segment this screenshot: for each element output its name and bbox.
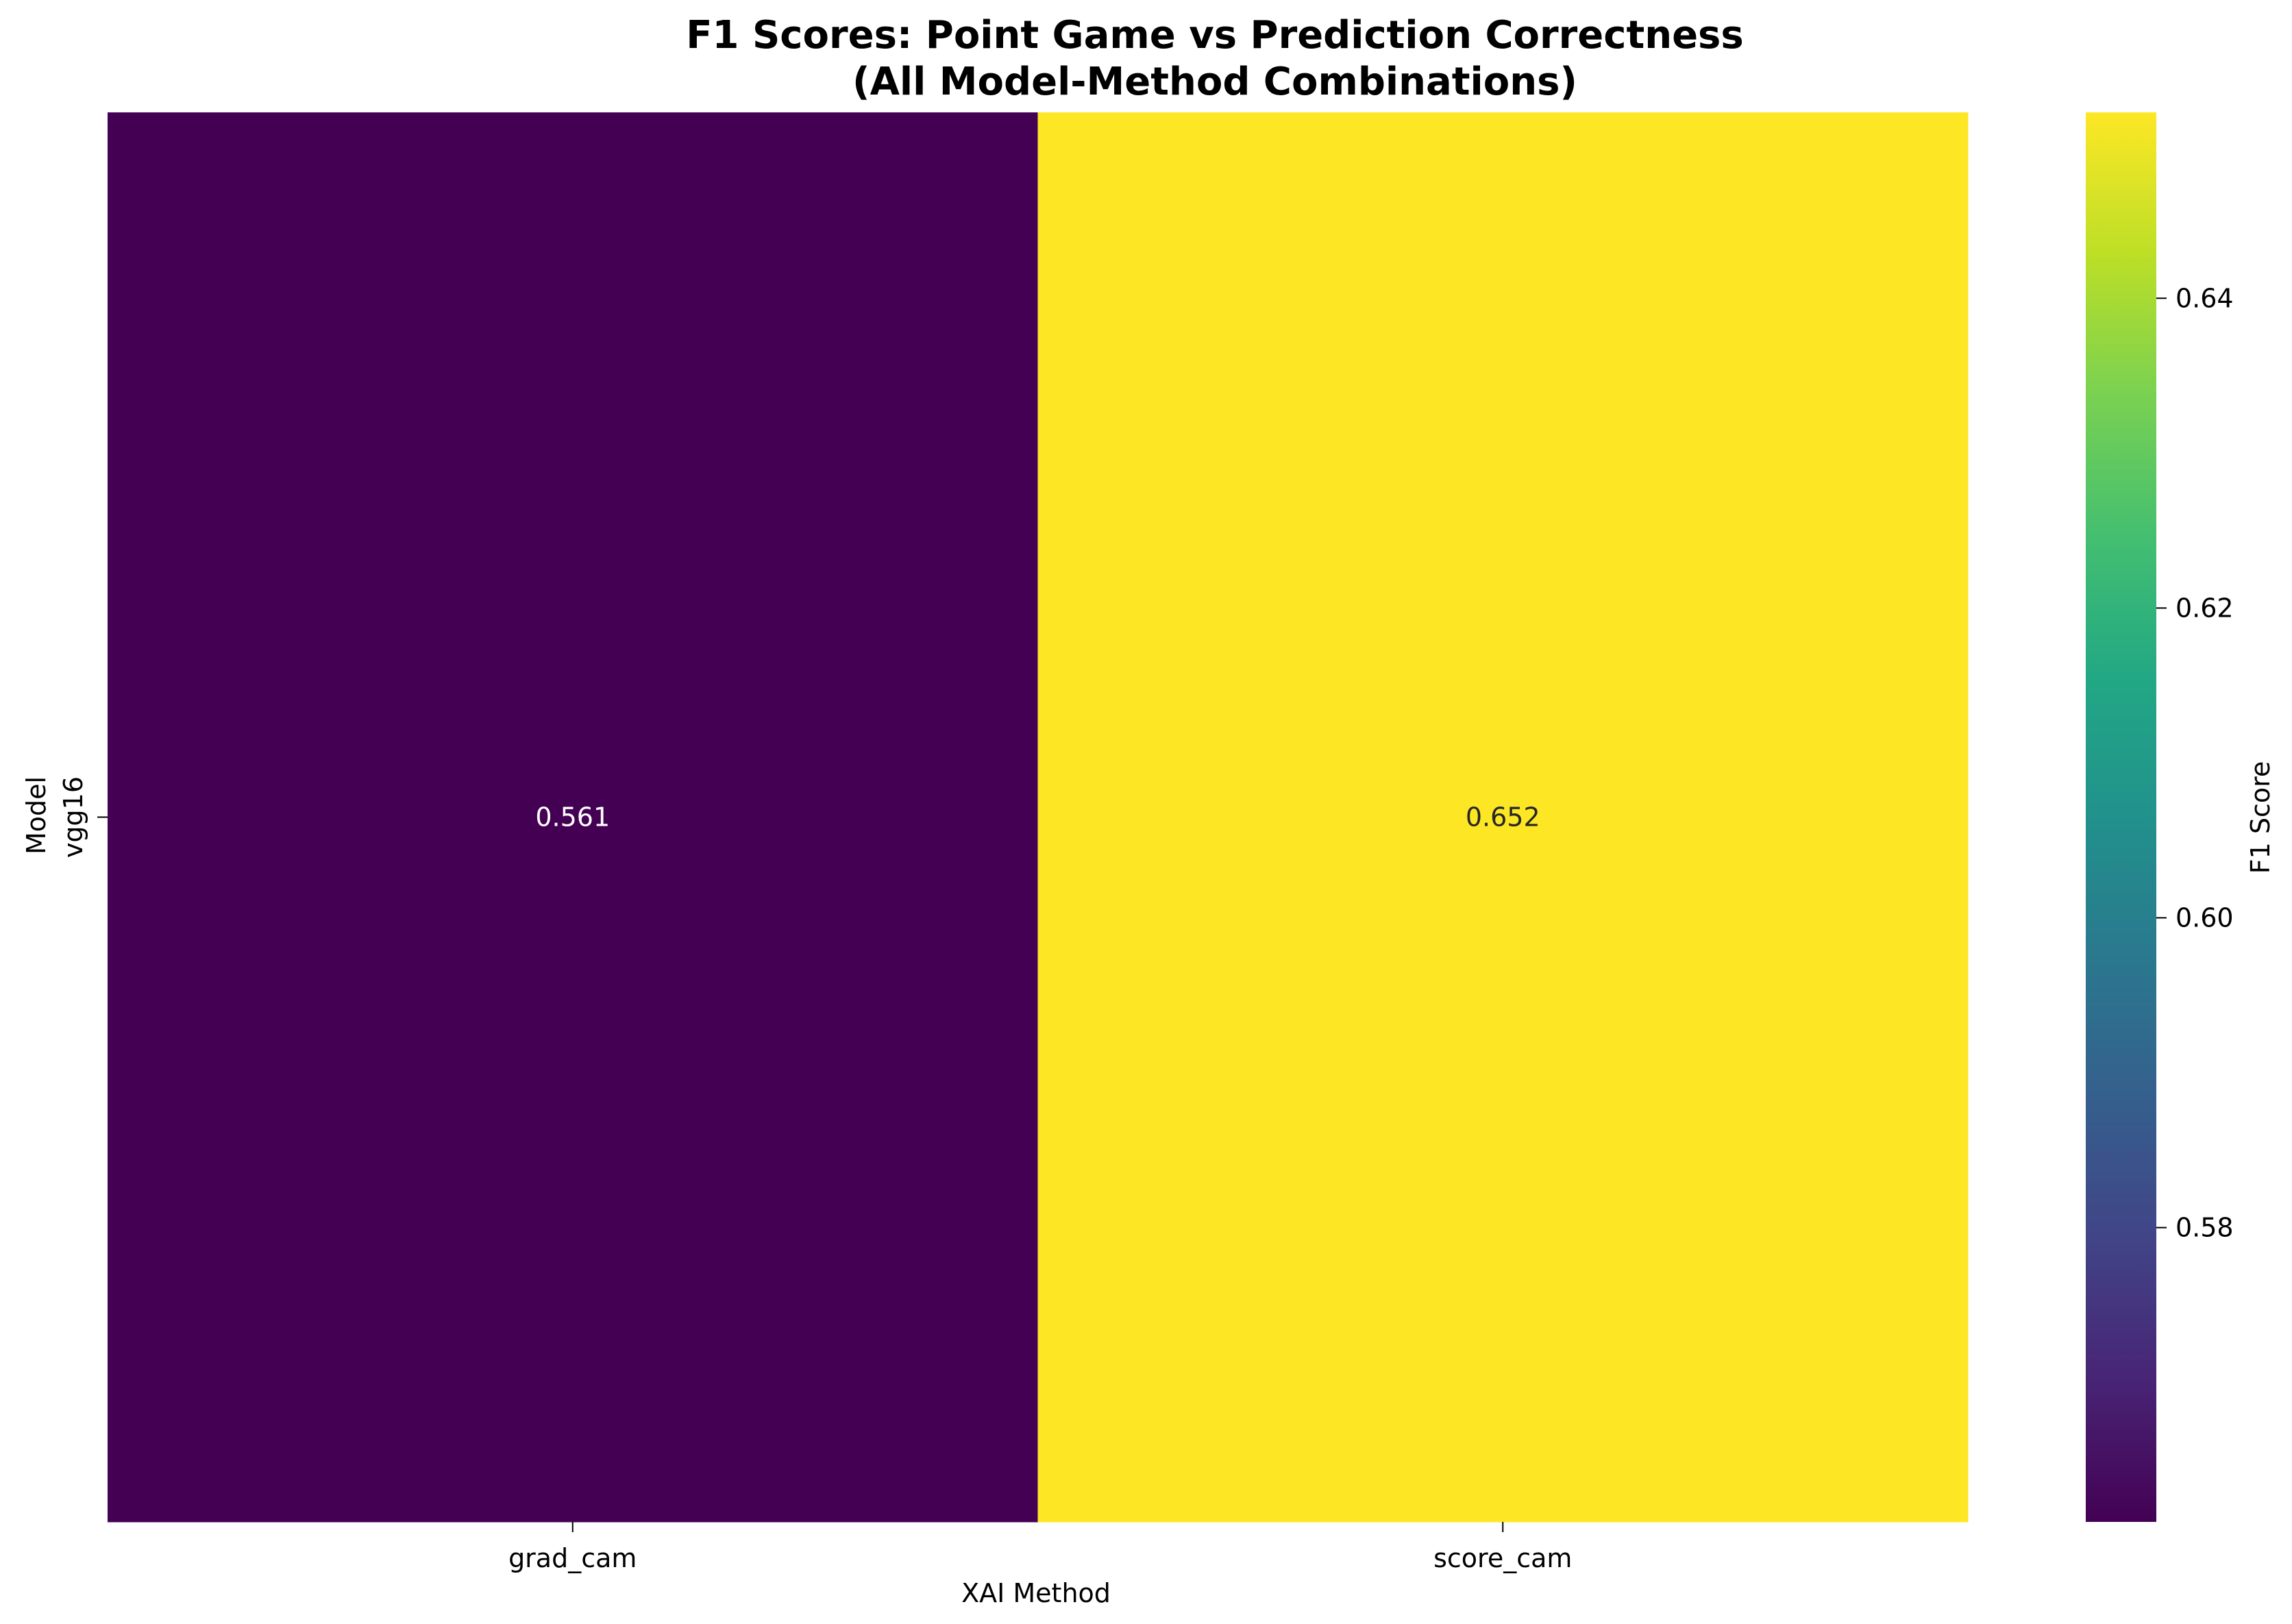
colorbar-tick-label: 0.60 xyxy=(2176,902,2234,933)
y-axis-ticks: vgg16 xyxy=(58,776,108,858)
cell-value-label: 0.561 xyxy=(535,802,610,833)
cell-value-label: 0.652 xyxy=(1466,802,1540,833)
chart-title-line-1: F1 Scores: Point Game vs Prediction Corr… xyxy=(686,13,1743,58)
y-tick-label: vgg16 xyxy=(58,776,88,858)
colorbar xyxy=(2086,112,2156,1522)
colorbar-tick-label: 0.64 xyxy=(2176,283,2234,313)
heatmap-cells: 0.561 0.652 xyxy=(108,112,1969,1523)
chart-title-line-2: (All Model-Method Combinations) xyxy=(852,60,1577,104)
colorbar-tick-label: 0.58 xyxy=(2176,1213,2234,1243)
colorbar-tick-label: 0.62 xyxy=(2176,593,2234,623)
x-axis-ticks: grad_cam score_cam xyxy=(508,1522,1572,1573)
x-axis-label: XAI Method xyxy=(961,1578,1111,1608)
heatmap-cell xyxy=(108,112,1038,1523)
colorbar-ticks: 0.58 0.60 0.62 0.64 xyxy=(2156,283,2234,1243)
x-tick-label: score_cam xyxy=(1433,1543,1572,1573)
y-axis-label: Model xyxy=(21,776,51,854)
x-tick-label: grad_cam xyxy=(508,1543,637,1573)
colorbar-label: F1 Score xyxy=(2245,761,2276,874)
heatmap-cell xyxy=(1037,112,1969,1523)
